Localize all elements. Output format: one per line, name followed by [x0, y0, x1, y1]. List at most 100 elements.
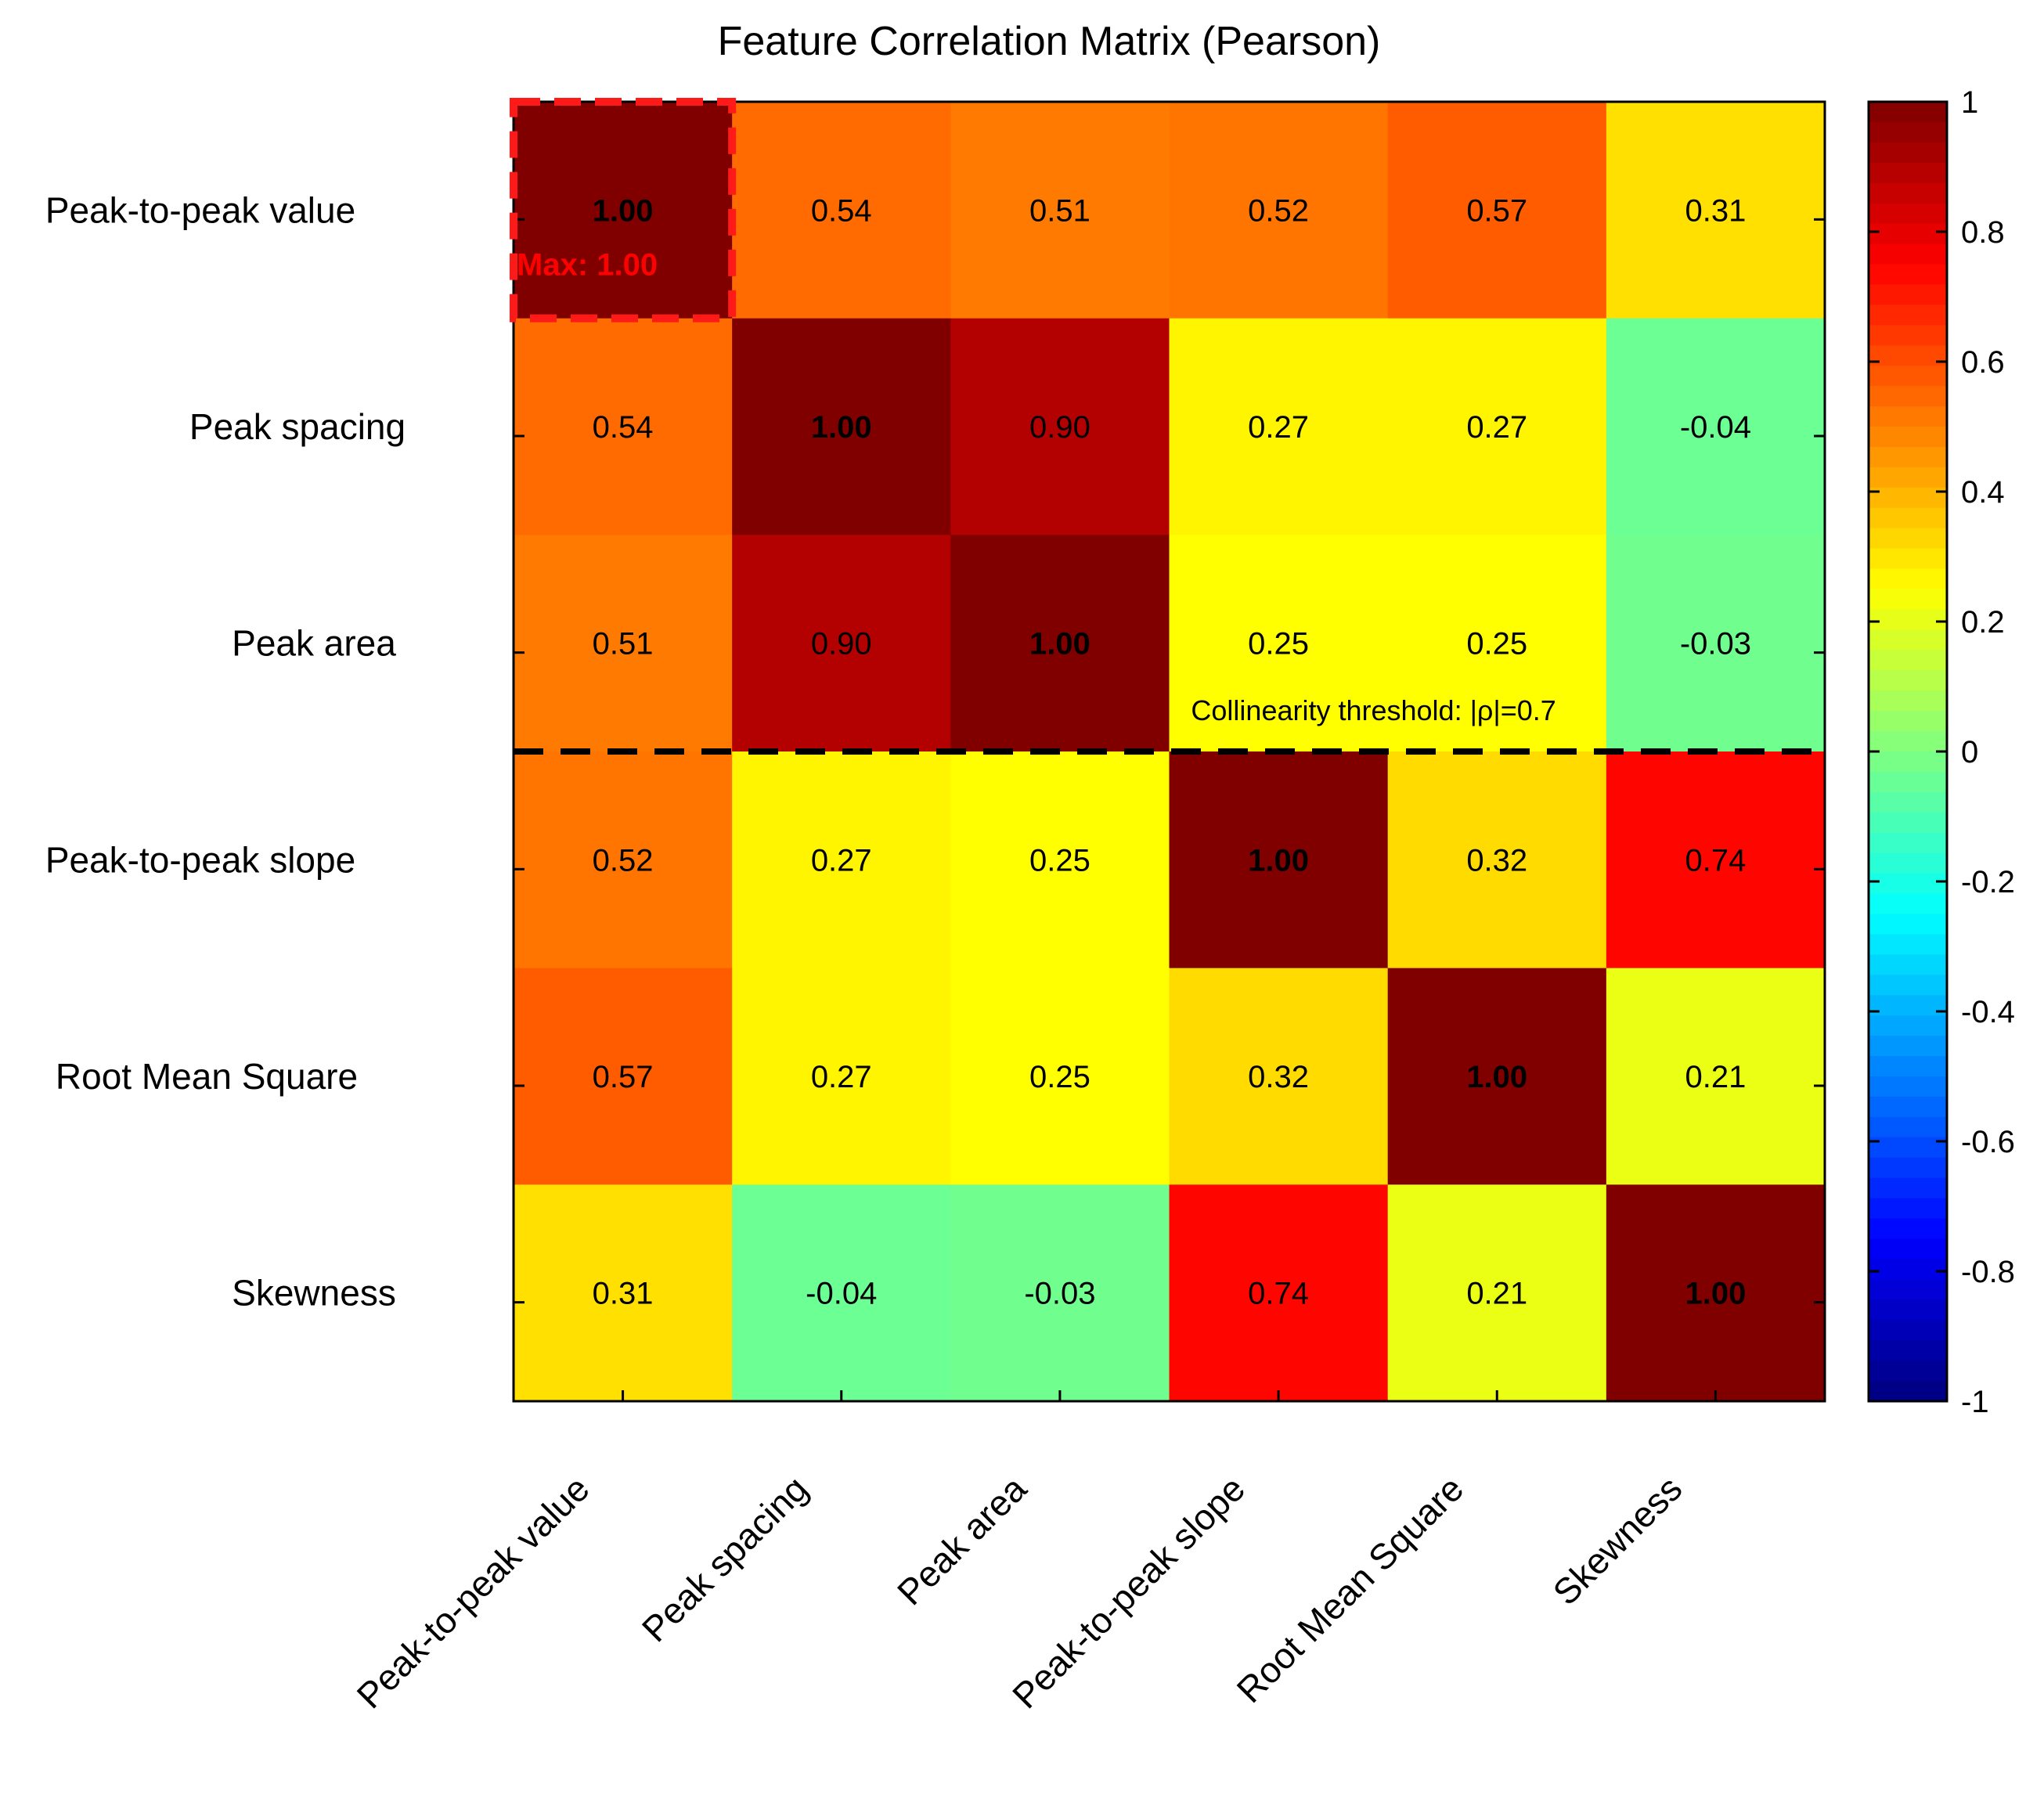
heatmap-cell-values: 1.00 0.54 0.51 0.52 0.57 0.31 0.54 1.00 0.90 0.27… — [593, 193, 1751, 1310]
colorbar-segment — [1869, 650, 1947, 672]
cell-value-label: 0.51 — [1029, 193, 1090, 228]
heatmap-cell — [732, 318, 951, 535]
cell-value-label: 0.25 — [1029, 843, 1090, 878]
colorbar-segment — [1869, 427, 1947, 448]
heatmap-cell — [950, 318, 1170, 535]
cell-value-label: 0.27 — [811, 843, 872, 878]
cell-value-label: 0.57 — [593, 1060, 654, 1094]
heatmap-cell — [1606, 102, 1826, 319]
colorbar-segment — [1869, 731, 1947, 752]
heatmap-cell — [514, 102, 733, 319]
colorbar-tick-label: -0.6 — [1961, 1125, 2015, 1159]
heatmap-cell — [732, 1184, 951, 1402]
heatmap-cell — [1169, 968, 1389, 1185]
colorbar-segment — [1869, 1177, 1947, 1199]
colorbar-segment — [1869, 852, 1947, 874]
heatmap-cell — [1169, 1184, 1389, 1402]
column-label: Peak-to-peak value — [349, 1468, 597, 1716]
colorbar-segment — [1869, 995, 1947, 1016]
heatmap-cell — [1387, 318, 1607, 535]
cell-value-label: 0.25 — [1466, 627, 1527, 661]
colorbar-tick-label: 0.4 — [1961, 475, 2005, 510]
cell-value-label: 0.90 — [811, 627, 872, 661]
colorbar-segment — [1869, 1238, 1947, 1260]
heatmap-cells — [512, 100, 1826, 1403]
heatmap-cell — [950, 968, 1170, 1185]
colorbar-segment — [1869, 528, 1947, 550]
colorbar-segment — [1869, 791, 1947, 813]
column-label: Peak-to-peak slope — [1004, 1468, 1253, 1716]
cell-value-label: 1.00 — [1685, 1277, 1746, 1311]
colorbar-segment — [1869, 162, 1947, 184]
cell-value-label: 0.27 — [811, 1060, 872, 1094]
colorbar-segment — [1869, 507, 1947, 529]
colorbar-segment — [1869, 406, 1947, 427]
cell-value-label: 0.21 — [1466, 1277, 1527, 1311]
colorbar-segment — [1869, 629, 1947, 651]
heatmap-cell — [514, 1184, 733, 1402]
heatmap-cell — [1169, 102, 1389, 319]
cell-value-label: 0.25 — [1029, 1060, 1090, 1094]
cell-value-label: 0.25 — [1248, 627, 1309, 661]
heatmap-cell — [950, 1184, 1170, 1402]
colorbar-segment — [1869, 832, 1947, 854]
cell-value-label: 0.74 — [1248, 1277, 1309, 1311]
heatmap-cell — [1169, 318, 1389, 535]
colorbar-tick-label: 0.8 — [1961, 215, 2005, 250]
colorbar-segment — [1869, 121, 1947, 143]
colorbar-segment — [1869, 1198, 1947, 1220]
cell-value-label: -0.03 — [1024, 1277, 1095, 1311]
colorbar-segment — [1869, 1340, 1947, 1361]
heatmap-cell — [732, 751, 951, 969]
heatmap-cell — [1387, 968, 1607, 1185]
colorbar-segment — [1869, 711, 1947, 732]
colorbar-segment — [1869, 1015, 1947, 1036]
column-label: Skewness — [1545, 1468, 1689, 1613]
cell-value-label: 0.27 — [1466, 410, 1527, 445]
cell-value-label: 1.00 — [1248, 843, 1309, 878]
colorbar-segment — [1869, 548, 1947, 570]
heatmap-cell — [732, 535, 951, 752]
colorbar-segment — [1869, 345, 1947, 366]
colorbar-tick-label: 0.6 — [1961, 345, 2005, 380]
colorbar-segment — [1869, 1076, 1947, 1097]
colorbar-segment — [1869, 182, 1947, 204]
colorbar-segment — [1869, 1218, 1947, 1240]
cell-value-label: 0.27 — [1248, 410, 1309, 445]
heatmap-cell — [1387, 102, 1607, 319]
colorbar-segment — [1869, 1279, 1947, 1301]
heatmap-cell — [1387, 751, 1607, 969]
colorbar-tick-label: 0 — [1961, 735, 1978, 769]
cell-value-label: 0.52 — [593, 843, 654, 878]
colorbar-segment — [1869, 243, 1947, 265]
colorbar-tick-label: -0.4 — [1961, 995, 2015, 1029]
colorbar-segment — [1869, 954, 1947, 976]
colorbar-segment — [1869, 934, 1947, 956]
cell-value-label: 0.32 — [1248, 1060, 1309, 1094]
column-label: Root Mean Square — [1229, 1468, 1472, 1710]
heatmap-cell — [1387, 535, 1607, 752]
column-label: Peak area — [889, 1468, 1034, 1613]
colorbar: 1 0.8 0.6 0.4 0.2 0 -0.2 -0.4 -0.6 -0.8 -1 — [1867, 85, 2015, 1419]
cell-value-label: -0.03 — [1680, 627, 1751, 661]
heatmap-cell — [514, 318, 733, 535]
cell-value-label: 0.52 — [1248, 193, 1309, 228]
cell-value-label: 0.74 — [1685, 843, 1746, 878]
row-label: Peak-to-peak slope — [45, 839, 355, 880]
cell-value-label: 1.00 — [593, 193, 654, 228]
cell-value-label: 0.31 — [593, 1277, 654, 1311]
colorbar-segment — [1869, 873, 1947, 895]
heatmap-cell — [1606, 1184, 1826, 1402]
colorbar-segment — [1869, 893, 1947, 915]
colorbar-segment — [1869, 1381, 1947, 1402]
colorbar-segment — [1869, 1259, 1947, 1281]
colorbar-segment — [1869, 446, 1947, 468]
heatmap-cell — [1387, 1184, 1607, 1402]
cell-value-label: 1.00 — [1029, 627, 1090, 661]
colorbar-segment — [1869, 771, 1947, 793]
row-label: Peak spacing — [189, 406, 406, 447]
heatmap-cell — [514, 535, 733, 752]
colorbar-segment — [1869, 203, 1947, 225]
heatmap-cell — [950, 102, 1170, 319]
